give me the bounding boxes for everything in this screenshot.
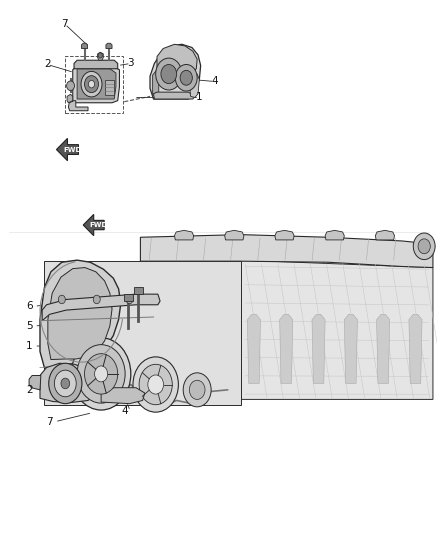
Text: 1: 1 — [26, 341, 32, 351]
Polygon shape — [150, 44, 201, 99]
Text: 2: 2 — [44, 60, 51, 69]
Polygon shape — [106, 43, 112, 49]
Polygon shape — [48, 268, 112, 360]
Text: 4: 4 — [122, 406, 128, 416]
Text: 1: 1 — [196, 92, 203, 102]
Polygon shape — [344, 314, 357, 383]
Polygon shape — [141, 235, 433, 268]
Polygon shape — [225, 230, 244, 240]
Circle shape — [81, 71, 102, 97]
Polygon shape — [247, 314, 261, 383]
Polygon shape — [29, 375, 41, 390]
Polygon shape — [40, 364, 95, 402]
Circle shape — [71, 338, 131, 410]
Polygon shape — [67, 94, 73, 103]
Polygon shape — [98, 52, 103, 60]
Text: FWD: FWD — [89, 222, 108, 228]
Circle shape — [180, 70, 192, 85]
Circle shape — [133, 357, 178, 412]
Circle shape — [95, 366, 108, 382]
Circle shape — [54, 370, 76, 397]
Polygon shape — [44, 261, 241, 405]
Polygon shape — [73, 66, 120, 103]
Polygon shape — [174, 230, 194, 240]
Circle shape — [413, 233, 435, 260]
Polygon shape — [74, 60, 118, 69]
Polygon shape — [377, 314, 390, 383]
Text: 6: 6 — [26, 301, 32, 311]
Text: FWD: FWD — [63, 147, 81, 152]
Polygon shape — [68, 101, 88, 111]
Polygon shape — [124, 294, 133, 301]
Circle shape — [418, 239, 430, 254]
Polygon shape — [105, 80, 114, 95]
Circle shape — [98, 53, 102, 58]
Polygon shape — [409, 314, 422, 383]
Polygon shape — [77, 69, 116, 99]
Polygon shape — [325, 230, 344, 240]
Circle shape — [175, 64, 197, 91]
Polygon shape — [241, 260, 433, 399]
Text: 7: 7 — [46, 417, 53, 427]
Circle shape — [49, 364, 82, 403]
Polygon shape — [312, 314, 325, 383]
Polygon shape — [153, 92, 195, 99]
Circle shape — [88, 80, 95, 88]
Polygon shape — [83, 214, 104, 236]
Circle shape — [85, 76, 99, 93]
Text: 4: 4 — [211, 77, 218, 86]
Polygon shape — [280, 314, 293, 383]
Circle shape — [93, 295, 100, 304]
Polygon shape — [101, 387, 145, 403]
Text: 7: 7 — [62, 19, 68, 29]
Polygon shape — [42, 294, 160, 321]
Circle shape — [61, 378, 70, 389]
Text: 5: 5 — [26, 321, 32, 331]
Polygon shape — [81, 43, 88, 49]
Polygon shape — [189, 74, 199, 98]
Polygon shape — [134, 287, 143, 294]
Circle shape — [155, 58, 182, 90]
Circle shape — [139, 365, 172, 405]
Text: 2: 2 — [26, 385, 32, 395]
Polygon shape — [152, 67, 160, 98]
Circle shape — [189, 380, 205, 399]
Circle shape — [161, 64, 177, 84]
Polygon shape — [275, 230, 294, 240]
Polygon shape — [57, 139, 78, 161]
Circle shape — [58, 295, 65, 304]
Circle shape — [77, 345, 125, 403]
Polygon shape — [157, 44, 197, 76]
Polygon shape — [40, 260, 121, 368]
Circle shape — [67, 81, 74, 91]
Circle shape — [85, 354, 118, 394]
Circle shape — [148, 375, 163, 394]
Text: 3: 3 — [127, 59, 134, 68]
Circle shape — [126, 295, 133, 304]
Polygon shape — [375, 230, 395, 240]
Circle shape — [183, 373, 211, 407]
